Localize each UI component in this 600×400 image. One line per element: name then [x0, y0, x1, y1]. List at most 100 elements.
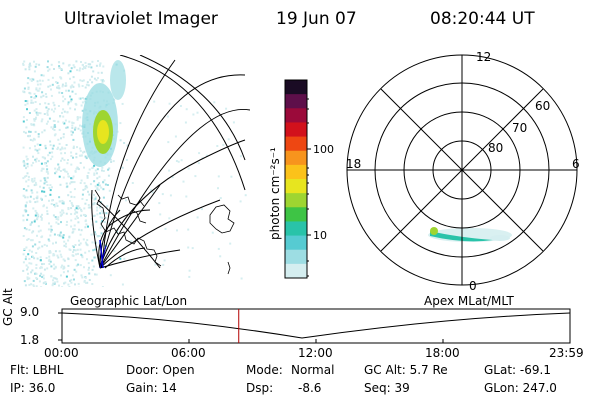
speckle-pixel — [49, 260, 52, 263]
speckle-pixel — [151, 191, 154, 194]
altitude-plot-frame — [61, 308, 571, 344]
speckle-pixel — [70, 151, 73, 154]
speckle-pixel — [46, 113, 49, 116]
speckle-pixel — [22, 64, 25, 66]
speckle-pixel — [35, 267, 38, 270]
speckle-pixel — [79, 147, 82, 150]
speckle-pixel — [26, 162, 29, 165]
speckle-pixel — [54, 216, 57, 218]
speckle-pixel — [40, 236, 43, 239]
speckle-pixel — [211, 231, 214, 234]
speckle-pixel — [37, 135, 40, 138]
speckle-pixel — [82, 79, 85, 82]
speckle-pixel — [100, 221, 103, 224]
speckle-pixel — [61, 92, 64, 94]
speckle-pixel — [96, 213, 99, 216]
speckle-pixel — [28, 130, 30, 133]
speckle-pixel — [41, 276, 44, 278]
speckle-pixel — [67, 270, 69, 273]
speckle-pixel — [59, 253, 62, 256]
speckle-pixel — [71, 203, 74, 206]
speckle-pixel — [50, 230, 53, 233]
speckle-pixel — [72, 230, 75, 233]
speckle-pixel — [65, 170, 68, 173]
speckle-pixel — [70, 133, 73, 136]
speckle-pixel — [74, 211, 77, 214]
speckle-pixel — [48, 255, 51, 258]
altitude-xtick-1200: 12:00 — [298, 346, 333, 360]
speckle-pixel — [62, 201, 65, 203]
speckle-pixel — [33, 179, 36, 182]
speckle-pixel — [74, 108, 76, 111]
speckle-pixel — [78, 207, 81, 210]
speckle-pixel — [84, 61, 87, 64]
speckle-pixel — [49, 189, 52, 192]
speckle-pixel — [59, 232, 62, 235]
speckle-pixel — [34, 130, 37, 133]
speckle-pixel — [80, 61, 82, 63]
colorbar-cell — [285, 235, 307, 251]
speckle-pixel — [26, 165, 29, 168]
colorbar-cell — [285, 136, 307, 152]
auroral-oval-right — [428, 227, 512, 242]
speckle-pixel — [55, 221, 58, 224]
speckle-pixel — [196, 216, 199, 219]
speckle-pixel — [23, 130, 25, 133]
speckle-pixel — [58, 234, 61, 237]
speckle-pixel — [61, 147, 64, 150]
speckle-pixel — [187, 246, 190, 249]
speckle-pixel — [53, 233, 56, 236]
speckle-pixel — [84, 185, 87, 188]
speckle-pixel — [36, 234, 38, 237]
speckle-pixel — [85, 65, 88, 67]
speckle-pixel — [50, 94, 53, 97]
speckle-pixel — [31, 239, 34, 242]
speckle-pixel — [79, 264, 82, 267]
speckle-pixel — [110, 161, 113, 163]
speckle-pixel — [87, 171, 90, 174]
speckle-pixel — [79, 116, 82, 119]
speckle-pixel — [87, 63, 90, 66]
speckle-pixel — [47, 288, 49, 290]
altitude-x-ticks — [61, 339, 571, 343]
speckle-pixel — [49, 84, 52, 87]
speckle-pixel — [72, 131, 74, 134]
speckle-pixel — [30, 239, 33, 242]
speckle-pixel — [87, 268, 90, 271]
speckle-pixel — [49, 140, 52, 143]
speckle-pixel — [106, 205, 108, 208]
speckle-pixel — [31, 250, 33, 253]
speckle-pixel — [76, 117, 79, 119]
speckle-pixel — [59, 214, 62, 217]
speckle-pixel — [28, 200, 31, 203]
speckle-pixel — [56, 204, 59, 207]
speckle-pixel — [75, 288, 77, 290]
altitude-xtick-0600: 06:00 — [171, 346, 206, 360]
speckle-pixel — [57, 146, 59, 149]
speckle-pixel — [61, 286, 64, 287]
speckle-pixel — [32, 137, 35, 140]
speckle-pixel — [83, 266, 85, 269]
speckle-pixel — [61, 83, 64, 86]
speckle-pixel — [66, 220, 68, 223]
speckle-pixel — [72, 85, 75, 88]
speckle-pixel — [43, 156, 46, 159]
speckle-pixel — [99, 212, 102, 215]
right-panel-label: Apex MLat/MLT — [424, 294, 514, 308]
speckle-pixel — [22, 235, 25, 237]
speckle-pixel — [66, 162, 69, 165]
speckle-pixel — [72, 246, 75, 249]
speckle-pixel — [50, 108, 53, 111]
speckle-pixel — [95, 64, 98, 67]
speckle-pixel — [58, 67, 61, 69]
speckle-pixel — [76, 118, 79, 121]
speckle-pixel — [60, 255, 63, 258]
speckle-pixel — [32, 230, 35, 233]
mlt-label-0: 0 — [469, 279, 477, 293]
speckle-pixel — [201, 208, 203, 211]
speckle-pixel — [121, 102, 124, 105]
speckle-pixel — [37, 133, 40, 136]
speckle-pixel — [22, 146, 25, 149]
speckle-pixel — [37, 152, 40, 155]
speckle-pixel — [34, 118, 37, 120]
